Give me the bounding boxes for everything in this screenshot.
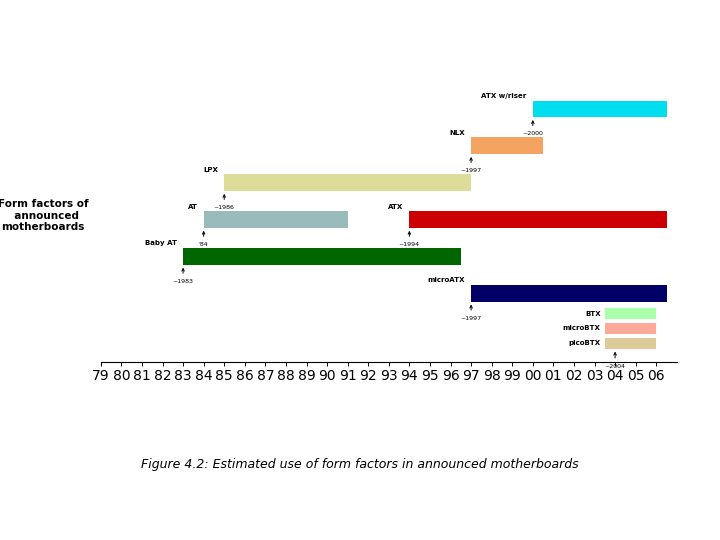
Bar [605, 338, 656, 349]
Text: Baby AT: Baby AT [145, 240, 177, 246]
Text: NLX: NLX [449, 130, 465, 136]
Bar [204, 211, 348, 228]
Bar [533, 100, 667, 117]
Text: ~1994: ~1994 [399, 232, 420, 247]
Text: 4. Overview of the evolution of motherboards (2): 4. Overview of the evolution of motherbo… [70, 16, 650, 36]
Text: ~2000: ~2000 [523, 121, 543, 136]
Bar [471, 285, 667, 302]
Text: LPX: LPX [203, 167, 218, 173]
Bar [224, 174, 471, 191]
Bar [471, 137, 543, 154]
Text: microBTX: microBTX [563, 326, 600, 332]
Text: BTX: BTX [585, 310, 600, 316]
Text: ~1986: ~1986 [214, 195, 235, 210]
Text: ~2004: ~2004 [605, 353, 626, 368]
Text: ATX w/riser: ATX w/riser [482, 93, 526, 99]
Text: microATX: microATX [428, 278, 465, 284]
Bar [410, 211, 667, 228]
Bar [605, 323, 656, 334]
Text: ~1997: ~1997 [461, 306, 482, 321]
Text: ~1983: ~1983 [173, 268, 194, 284]
Text: ~1997: ~1997 [461, 158, 482, 173]
Text: AT: AT [188, 204, 197, 210]
Text: picoBTX: picoBTX [569, 340, 600, 346]
Text: '84: '84 [199, 232, 209, 247]
Text: ATX: ATX [388, 204, 403, 210]
Text: Form factors of
  announced
motherboards: Form factors of announced motherboards [0, 199, 89, 232]
Bar [605, 308, 656, 319]
Bar [183, 248, 461, 265]
Text: Figure 4.2: Estimated use of form factors in announced motherboards: Figure 4.2: Estimated use of form factor… [141, 458, 579, 471]
